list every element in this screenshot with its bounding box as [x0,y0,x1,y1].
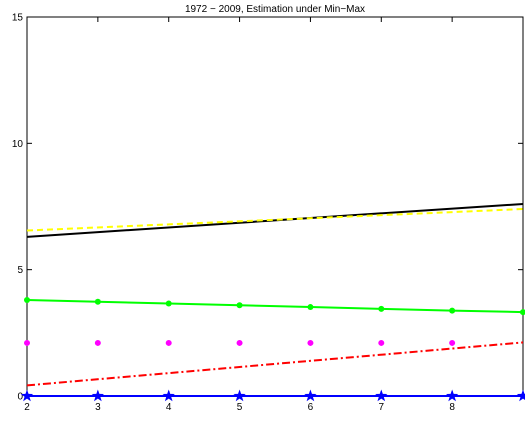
chart-title: 1972 − 2009, Estimation under Min−Max [185,4,365,15]
series-line [26,298,524,314]
y-tick-label: 15 [12,13,24,24]
data-point-star [375,389,388,402]
x-tick-label: 5 [237,402,243,413]
x-tick-label: 6 [308,402,314,413]
data-point [165,300,172,307]
data-point-star [91,389,105,402]
series-0 [26,202,524,238]
series-layer [20,202,525,402]
y-tick-label: 0 [17,392,23,403]
series-2 [24,296,525,316]
x-tick-label: 7 [379,402,385,413]
x-tick-label: 2 [24,402,30,413]
data-point [378,339,385,346]
data-point [165,339,172,346]
series-line [26,341,524,387]
x-tick-label: 8 [449,402,455,413]
data-point-star [20,389,34,402]
series-line [26,202,524,238]
data-point [236,302,243,309]
data-point-star [233,389,246,402]
data-point [94,298,101,305]
data-point [449,339,456,346]
data-point [307,339,314,346]
series-line [26,208,524,232]
data-point [94,339,101,346]
data-point [449,307,456,314]
series-3 [24,339,456,346]
series-4 [26,341,524,387]
data-point [520,309,525,316]
data-point-star [445,389,459,402]
data-point [307,304,314,311]
data-point [236,339,243,346]
y-tick-label: 10 [12,139,24,150]
plot-area [26,16,524,397]
data-point-star [162,389,175,402]
y-tick-label: 5 [17,265,23,276]
data-point [24,296,30,303]
x-tick-label: 3 [95,402,101,413]
x-tick-label: 4 [166,402,172,413]
series-5 [20,389,525,402]
data-point-star [516,389,525,402]
data-point [378,305,385,312]
data-point-star [304,389,317,402]
series-1 [26,208,524,232]
data-point [24,339,30,346]
